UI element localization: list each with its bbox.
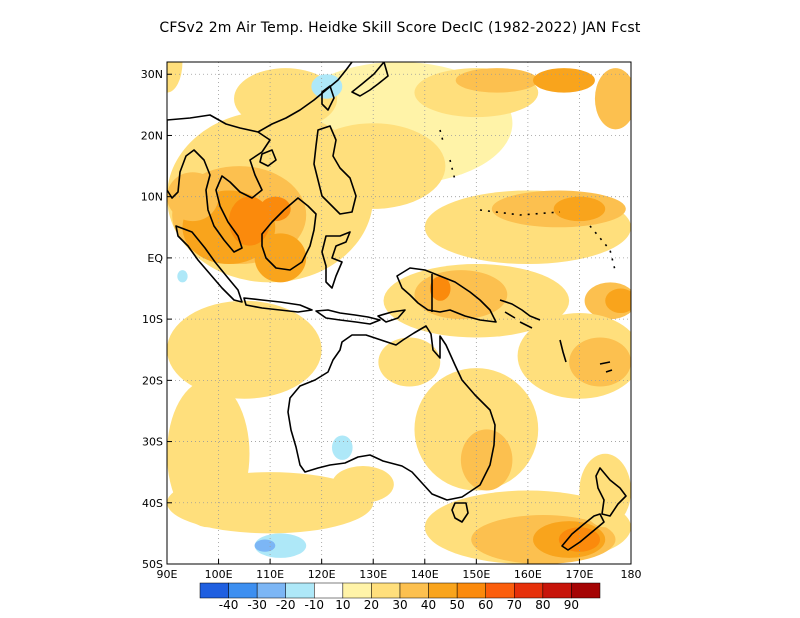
skill-region-12 [167, 172, 219, 222]
skill-region-6 [594, 68, 631, 130]
colorbar-swatch-5 [342, 582, 372, 599]
coastline-lesser-sunda [315, 309, 381, 325]
coastline-tasmania [451, 502, 469, 523]
axis-labels: 90E 100E 110E 120E 130E 140E 150E 160E 170E 180 30… [141, 68, 642, 581]
y-tick-label-6: 30S [142, 436, 163, 449]
skill-region-25 [167, 300, 322, 399]
y-tick-label-1: 20N [141, 129, 163, 142]
colorbar-swatch-7 [399, 582, 429, 599]
colorbar-label-4: 10 [335, 598, 350, 612]
skill-region-22 [605, 288, 631, 313]
skill-region-29 [460, 429, 513, 491]
skill-region-24 [569, 337, 631, 387]
colorbar-label-11: 80 [535, 598, 550, 612]
colorbar-label-0: -40 [219, 598, 239, 612]
colorbar: -40 -30 -20 -10 10 20 30 40 50 60 70 80 90 [199, 582, 601, 612]
x-tick-label-5: 140E [411, 568, 439, 581]
skill-region-38 [254, 539, 276, 552]
skill-region-11 [228, 196, 271, 246]
colorbar-label-9: 60 [478, 598, 493, 612]
colorbar-swatch-3 [285, 582, 315, 599]
coastline-new-zealand-north [595, 467, 627, 517]
skill-region-13 [254, 233, 307, 283]
colorbar-label-1: -30 [247, 598, 267, 612]
x-tick-label-1: 100E [205, 568, 233, 581]
skill-region-14 [259, 196, 291, 222]
colorbar-swatch-10 [485, 582, 515, 599]
skill-region-36 [331, 466, 394, 503]
coastline-south-china [257, 62, 353, 133]
coastline-japan [351, 62, 389, 97]
x-tick-label-6: 150E [462, 568, 490, 581]
x-tick-label-3: 120E [308, 568, 336, 581]
coastline-sumatra [175, 225, 243, 303]
coastline-mainland-se-asia [167, 114, 271, 253]
colorbar-swatch-2 [256, 582, 286, 599]
skill-region-0 [167, 62, 183, 93]
skill-region-19 [414, 270, 508, 320]
x-tick-label-0: 90E [157, 568, 178, 581]
x-tick-label-9: 180 [621, 568, 642, 581]
skill-region-35 [579, 453, 631, 528]
y-tick-label-0: 30N [141, 68, 163, 81]
skill-region-20 [429, 276, 451, 301]
coastline-sulawesi [321, 231, 351, 289]
colorbar-label-6: 30 [392, 598, 407, 612]
coastline-philippines [313, 125, 357, 215]
x-tick-label-2: 110E [256, 568, 284, 581]
colorbar-swatch-6 [371, 582, 401, 599]
map-title: CFSv2 2m Air Temp. Heidke Skill Score De… [159, 20, 641, 36]
coastline-borneo [261, 197, 317, 271]
coastline-vanuatu-fiji [559, 339, 613, 373]
skill-region-37 [254, 533, 307, 558]
skill-region-4 [455, 68, 539, 93]
skill-region-5 [533, 68, 595, 93]
colorbar-swatch-13 [571, 582, 601, 599]
colorbar-label-2: -20 [276, 598, 296, 612]
colorbar-label-12: 90 [564, 598, 579, 612]
colorbar-swatch-1 [228, 582, 258, 599]
plot-frame [166, 61, 632, 565]
y-tick-label-3: EQ [147, 252, 163, 265]
y-tick-label-2: 10N [141, 191, 163, 204]
coastline-taiwan [321, 85, 335, 111]
grid-lines [167, 62, 631, 564]
y-tick-label-4: 10S [142, 313, 163, 326]
x-tick-label-8: 170E [565, 568, 593, 581]
y-tick-label-5: 20S [142, 374, 163, 387]
x-tick-label-7: 160E [514, 568, 542, 581]
colorbar-swatch-11 [514, 582, 544, 599]
x-tick-label-4: 130E [359, 568, 387, 581]
skill-region-17 [553, 196, 606, 222]
coastline-hainan [259, 149, 277, 167]
skill-region-30 [378, 337, 441, 387]
colorbar-label-7: 40 [421, 598, 436, 612]
colorbar-label-8: 50 [450, 598, 465, 612]
skill-region-40 [331, 435, 353, 460]
colorbar-swatch-4 [314, 582, 344, 599]
coastline-timor [377, 309, 406, 323]
colorbar-swatch-9 [456, 582, 486, 599]
colorbar-label-5: 20 [364, 598, 379, 612]
skill-region-39 [311, 74, 343, 99]
colorbar-swatch-8 [428, 582, 458, 599]
y-tick-label-8: 50S [142, 558, 163, 571]
coastline-australia [287, 325, 496, 501]
colorbar-label-10: 70 [507, 598, 522, 612]
skill-region-41 [177, 270, 188, 283]
coastlines [167, 62, 627, 551]
coastline-solomon-islands [499, 299, 541, 329]
coastline-new-guinea [396, 267, 497, 323]
coastline-new-zealand-south [561, 513, 605, 551]
colorbar-swatch-12 [542, 582, 572, 599]
colorbar-label-3: -10 [304, 598, 324, 612]
colorbar-swatch-0 [199, 582, 229, 599]
y-tick-label-7: 40S [142, 497, 163, 510]
coastline-java [243, 297, 313, 313]
